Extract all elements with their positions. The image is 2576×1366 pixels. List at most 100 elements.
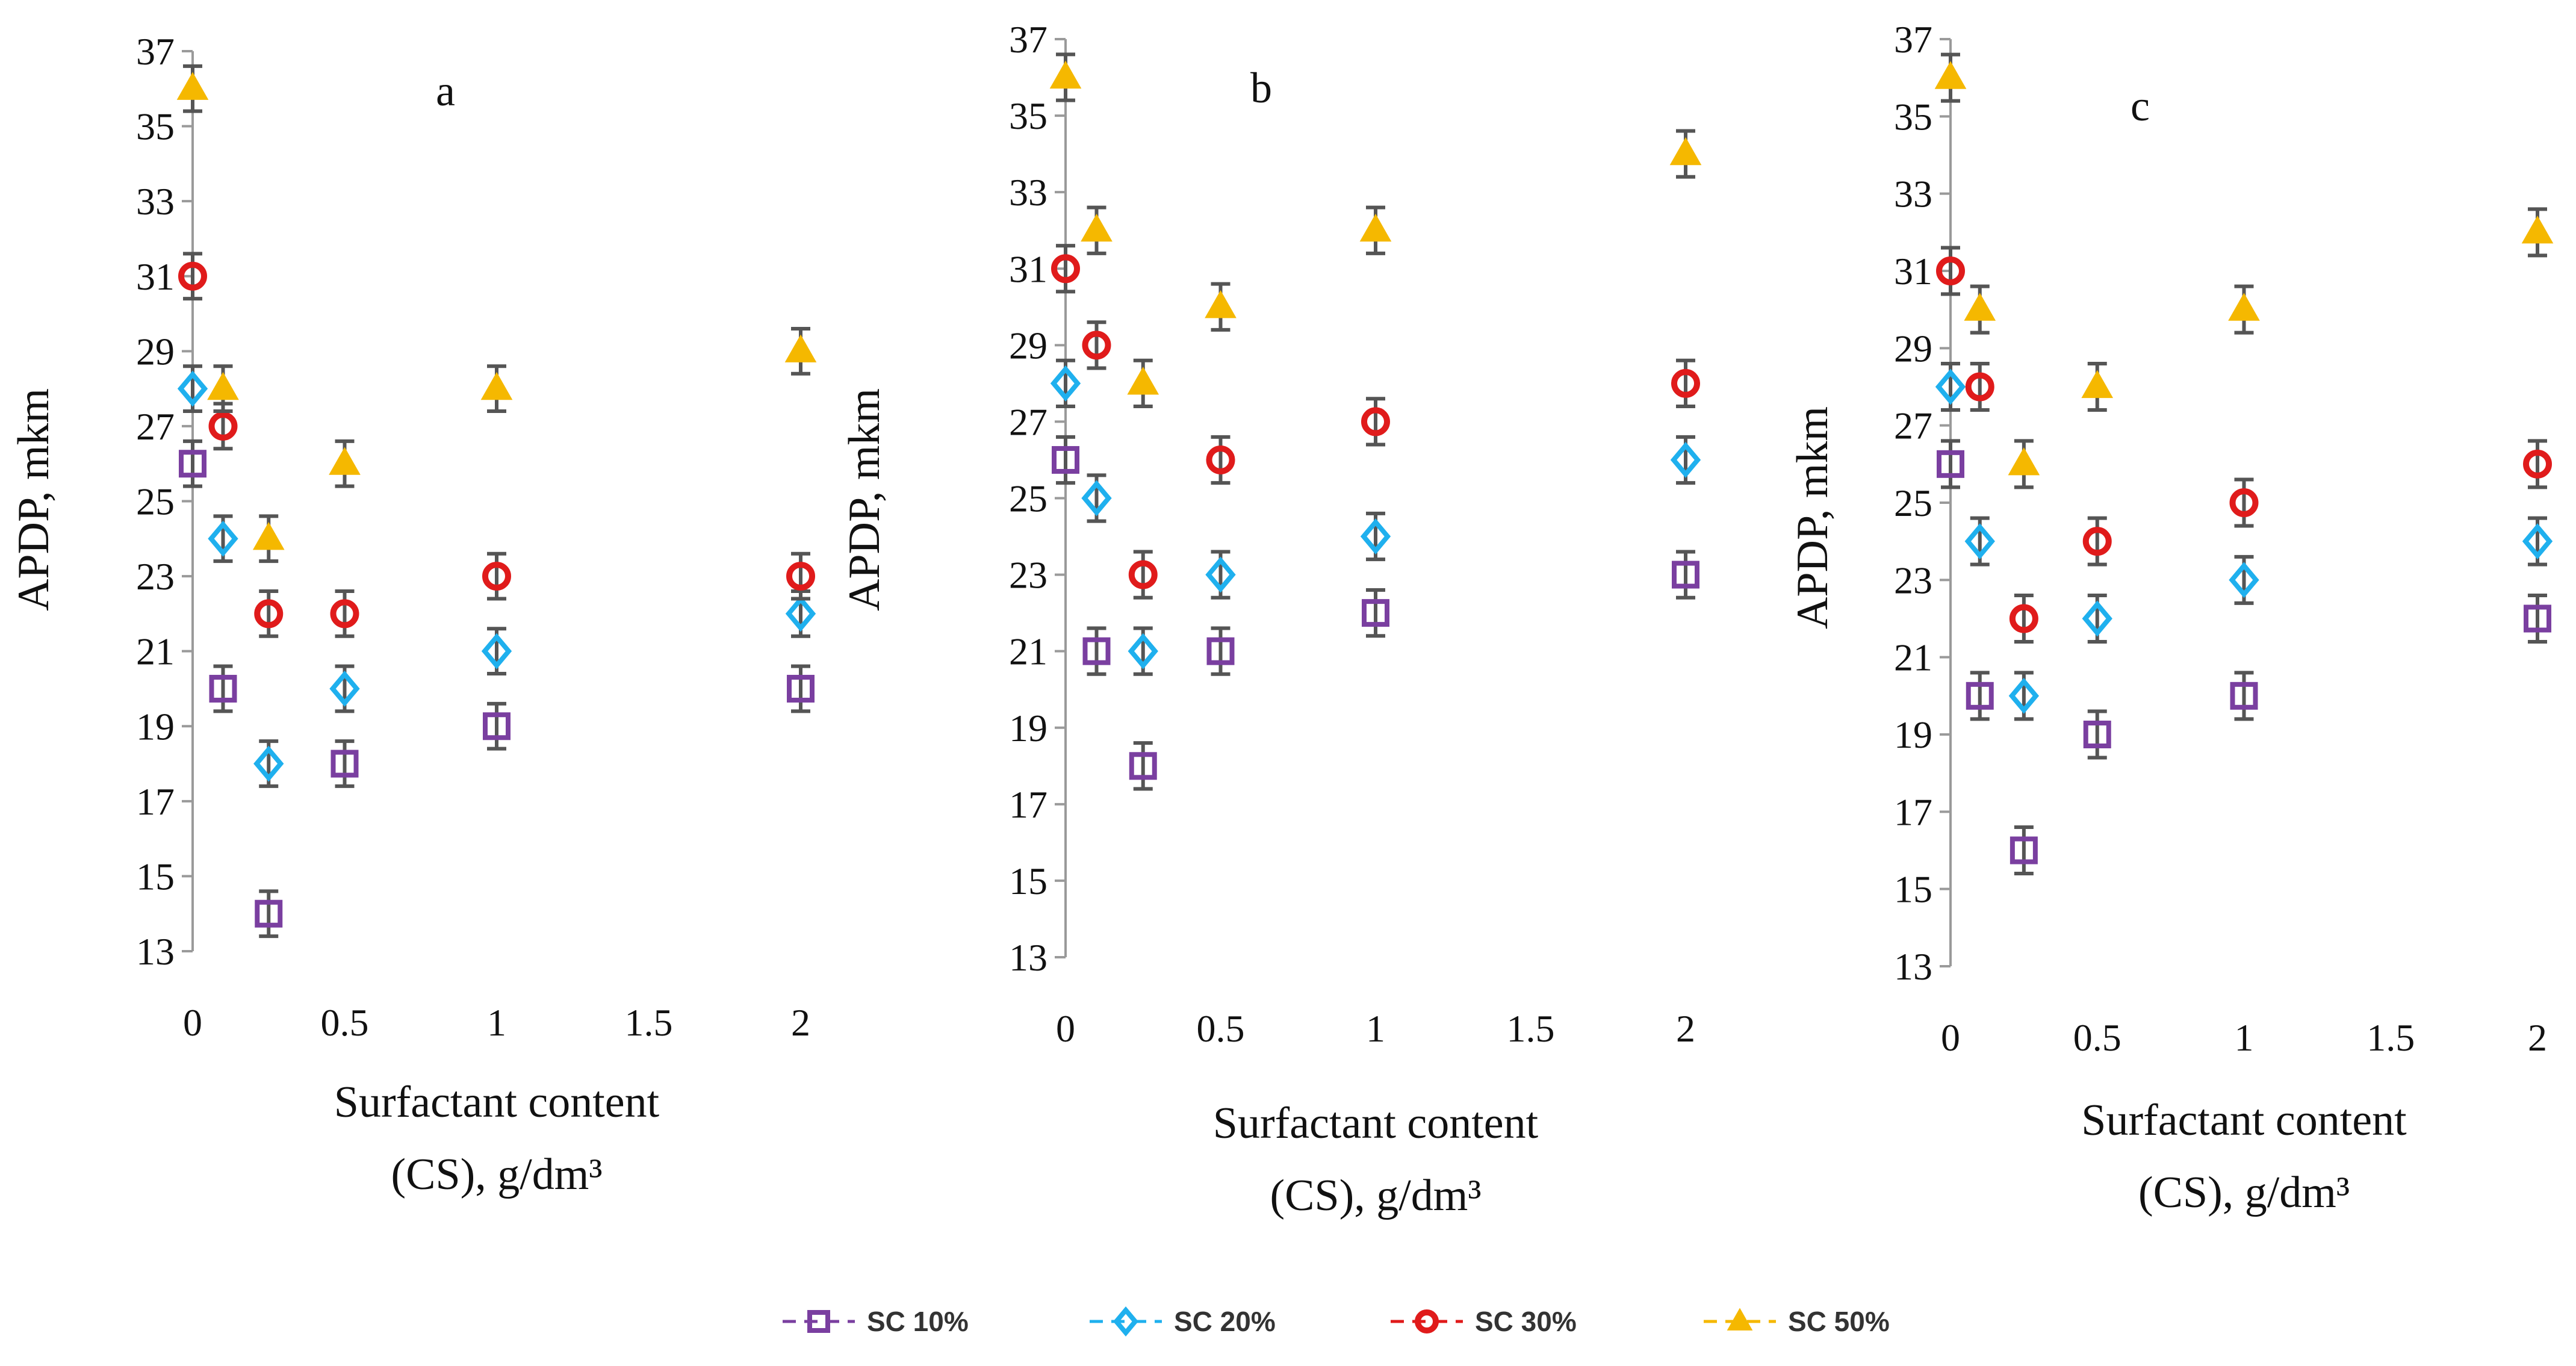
data-point	[1671, 368, 1700, 398]
y-tick-label: 33	[1009, 171, 1047, 214]
data-point	[1965, 372, 1994, 402]
data-point	[1205, 290, 1237, 318]
data-point	[1934, 61, 1967, 89]
data-point	[2082, 527, 2112, 556]
panel-letter: c	[2131, 82, 2150, 130]
data-point	[786, 562, 815, 591]
series-sc-50-	[176, 64, 817, 563]
data-point	[2082, 600, 2112, 637]
y-tick-label: 15	[1894, 868, 1932, 911]
data-point	[1081, 213, 1113, 242]
data-point	[2229, 488, 2259, 517]
chart-panel-a: 13 15 17 19 21 23 25 27 29 31 33 35 37 0 0.5 1 1.5 2 APDP,…	[9, 30, 817, 1199]
data-point	[2083, 721, 2111, 748]
y-tick-label: 29	[136, 330, 175, 373]
data-point	[2081, 370, 2114, 399]
data-point	[2010, 836, 2038, 865]
y-tick-label: 27	[1894, 405, 1932, 447]
data-point	[2008, 447, 2040, 476]
y-tick-label: 33	[1894, 173, 1932, 216]
series-sc-10-	[1052, 435, 1699, 791]
y-tick-label: 33	[136, 180, 175, 223]
data-point	[207, 371, 239, 400]
y-axis-label: APDP, mkm	[9, 388, 58, 611]
y-tick-label: 27	[1009, 400, 1047, 443]
x-axis-label: Surfactant content	[1213, 1099, 1539, 1148]
legend: SC 10% SC 20% SC 30% SC 50%	[783, 1306, 1890, 1337]
panel-letter: a	[436, 67, 455, 115]
data-point	[2230, 681, 2258, 710]
chart-panel-c: 13 15 17 19 21 23 25 27 29 31 33 35 37 0 0.5 1 1.5 2 APDP,…	[1788, 18, 2554, 1217]
y-tick-label: 23	[1894, 559, 1932, 601]
series-sc-20-	[1935, 362, 2553, 721]
y-tick-label: 17	[1009, 783, 1047, 826]
y-tick-label: 17	[1894, 790, 1932, 833]
data-point	[1964, 293, 1996, 321]
x-tick-label: 1	[2235, 1016, 2254, 1059]
data-point	[1359, 213, 1392, 242]
x-axis-label-units: (CS), g/dm³	[1270, 1171, 1481, 1220]
chart-panel-b: 13 15 17 19 21 23 25 27 29 31 33 35 37 0 0.5 1 1.5 2 APDP,…	[840, 18, 1702, 1220]
y-tick-label: 25	[1894, 482, 1932, 524]
y-tick-label: 25	[136, 480, 175, 523]
data-point	[1669, 137, 1702, 166]
data-point	[1937, 450, 1964, 478]
data-point	[2522, 523, 2553, 560]
y-tick-label: 31	[1009, 247, 1047, 290]
y-tick-label: 23	[1009, 554, 1047, 597]
y-tick-label: 15	[1009, 860, 1047, 902]
data-point	[329, 447, 361, 475]
data-point	[1128, 633, 1158, 669]
x-axis-label: Surfactant content	[334, 1078, 660, 1127]
legend-label: SC 50%	[1788, 1306, 1890, 1337]
y-tick-label: 31	[1894, 250, 1932, 293]
data-point	[480, 371, 513, 400]
data-point	[1670, 441, 1701, 478]
data-point	[1206, 637, 1235, 665]
x-axis-label: Surfactant content	[2081, 1096, 2407, 1145]
data-point	[208, 520, 238, 557]
data-point	[208, 411, 238, 441]
data-point	[2523, 449, 2552, 479]
y-axis-label: APDP, mkm	[1788, 406, 1837, 629]
x-tick-label: 2	[2528, 1016, 2547, 1059]
series-sc-10-	[179, 439, 815, 939]
x-tick-label: 0.5	[2073, 1016, 2121, 1059]
series-sc-50-	[1049, 52, 1702, 408]
legend-item: SC 20%	[1090, 1306, 1276, 1337]
y-tick-label: 17	[136, 780, 175, 823]
series-sc-30-	[1936, 246, 2552, 644]
series-sc-30-	[178, 252, 815, 638]
data-point	[178, 261, 207, 291]
x-axis-label-units: (CS), g/dm³	[2138, 1168, 2350, 1217]
data-point	[784, 334, 817, 362]
data-point	[1081, 480, 1112, 517]
data-point	[329, 670, 360, 707]
data-point	[2008, 677, 2040, 714]
x-tick-label: 2	[1676, 1007, 1695, 1050]
data-point	[1052, 446, 1079, 474]
y-tick-label: 15	[136, 855, 175, 898]
data-point	[255, 899, 283, 928]
legend-marker	[1113, 1306, 1138, 1337]
data-point	[481, 633, 512, 669]
data-point	[177, 370, 208, 407]
y-tick-label: 25	[1009, 477, 1047, 520]
data-point	[1205, 556, 1236, 593]
data-point	[1049, 60, 1082, 89]
data-point	[179, 450, 206, 478]
y-tick-label: 19	[1894, 713, 1932, 756]
series-sc-10-	[1937, 439, 2551, 875]
data-point	[1935, 368, 1966, 405]
y-tick-label: 23	[136, 555, 175, 598]
y-tick-label: 31	[136, 255, 175, 298]
y-tick-label: 27	[136, 405, 175, 448]
y-tick-label: 13	[1009, 936, 1047, 979]
legend-label: SC 30%	[1475, 1306, 1577, 1337]
y-tick-label: 13	[136, 930, 175, 973]
data-point	[330, 599, 359, 629]
data-point	[1362, 599, 1389, 627]
data-point	[331, 750, 359, 778]
legend-label: SC 20%	[1174, 1306, 1276, 1337]
x-tick-label: 0	[1056, 1007, 1075, 1050]
